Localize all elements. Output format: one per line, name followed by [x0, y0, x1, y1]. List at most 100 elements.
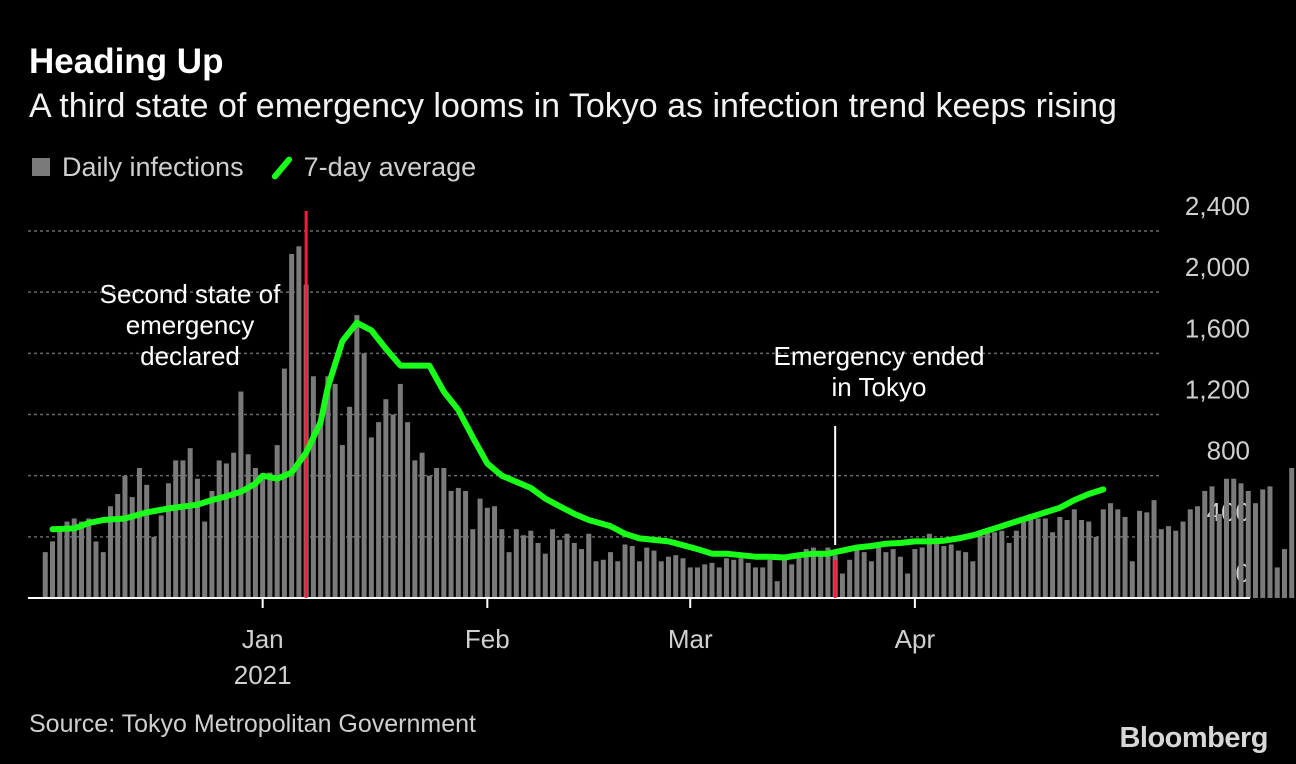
bar — [42, 552, 48, 598]
bar — [977, 530, 983, 598]
bar — [912, 549, 918, 598]
bar — [608, 552, 614, 598]
bar — [78, 521, 84, 598]
bar — [260, 478, 266, 598]
y-tick-label: 1,200 — [1185, 375, 1250, 405]
bar — [680, 558, 686, 598]
bar — [796, 555, 802, 598]
bar — [368, 437, 374, 598]
bar — [955, 550, 961, 598]
bar — [1245, 490, 1251, 598]
bar — [455, 487, 461, 598]
bar — [71, 518, 77, 598]
bar — [1100, 509, 1106, 598]
bar — [542, 553, 548, 598]
bar — [702, 564, 708, 598]
bar — [426, 475, 432, 598]
annotation-ended-label: in Tokyo — [832, 372, 927, 402]
bar — [318, 422, 324, 598]
bar — [310, 376, 316, 598]
x-tick-label: Mar — [668, 624, 713, 654]
bar — [115, 494, 121, 598]
y-tick-label: 2,400 — [1185, 191, 1250, 221]
annotation-declared-label: declared — [140, 341, 240, 371]
bar — [1028, 513, 1034, 598]
chart-title: Heading Up — [29, 42, 224, 81]
bar — [1013, 530, 1019, 598]
bar — [325, 376, 331, 598]
bar — [1035, 518, 1041, 598]
bar — [579, 549, 585, 598]
bar — [187, 448, 193, 598]
bar — [1202, 490, 1208, 598]
bar — [1079, 520, 1085, 598]
bar — [470, 529, 476, 598]
bar — [774, 581, 780, 598]
bar — [492, 506, 498, 598]
bar — [571, 542, 577, 598]
bar — [789, 564, 795, 598]
bar — [1064, 520, 1070, 598]
bar — [934, 539, 940, 598]
bar — [738, 558, 744, 598]
bar — [535, 542, 541, 598]
annotation-declared-label: Second state of — [100, 279, 281, 309]
x-tick-label: Apr — [895, 624, 936, 654]
bar — [347, 406, 353, 598]
bar — [354, 315, 360, 598]
legend: Daily infections 7-day average — [32, 150, 476, 184]
bar — [803, 549, 809, 598]
average-line — [49, 319, 1107, 561]
bar — [673, 555, 679, 598]
bar — [622, 544, 628, 598]
bar — [1224, 478, 1230, 598]
bar — [397, 383, 403, 598]
bar — [434, 468, 440, 598]
bar — [615, 561, 621, 598]
bar — [64, 521, 70, 598]
bar — [180, 460, 186, 598]
bar — [122, 475, 128, 598]
bar — [600, 559, 606, 598]
bar — [231, 452, 237, 598]
bar — [847, 559, 853, 598]
bar — [825, 547, 831, 598]
bar — [629, 546, 635, 598]
bar — [1260, 489, 1266, 598]
bar — [745, 562, 751, 598]
bar — [57, 529, 63, 598]
bar — [1093, 536, 1099, 598]
bar — [970, 561, 976, 598]
bar — [252, 468, 258, 598]
bar — [202, 521, 208, 598]
bar — [644, 547, 650, 598]
bar — [412, 460, 418, 598]
bar — [665, 556, 671, 598]
bar — [1021, 520, 1027, 598]
bar — [332, 383, 338, 598]
bar — [289, 253, 295, 598]
bar — [1173, 530, 1179, 598]
bar — [1231, 478, 1237, 598]
bar — [1071, 509, 1077, 598]
bar — [963, 552, 969, 598]
bar — [274, 445, 280, 598]
y-tick-label: 2,000 — [1185, 252, 1250, 282]
bar — [760, 567, 766, 598]
bar — [339, 445, 345, 598]
bar — [528, 530, 534, 598]
bar — [919, 547, 925, 598]
annotation-ended-label: Emergency ended — [773, 341, 984, 371]
bar — [767, 559, 773, 598]
bar — [448, 490, 454, 598]
bar — [144, 484, 150, 598]
bar — [1108, 503, 1114, 598]
bar — [1180, 521, 1186, 598]
bar — [637, 561, 643, 598]
bar — [216, 460, 222, 598]
bar — [926, 533, 932, 598]
bar — [984, 530, 990, 598]
bar — [818, 553, 824, 598]
bar — [1137, 510, 1143, 598]
bar — [93, 541, 99, 598]
